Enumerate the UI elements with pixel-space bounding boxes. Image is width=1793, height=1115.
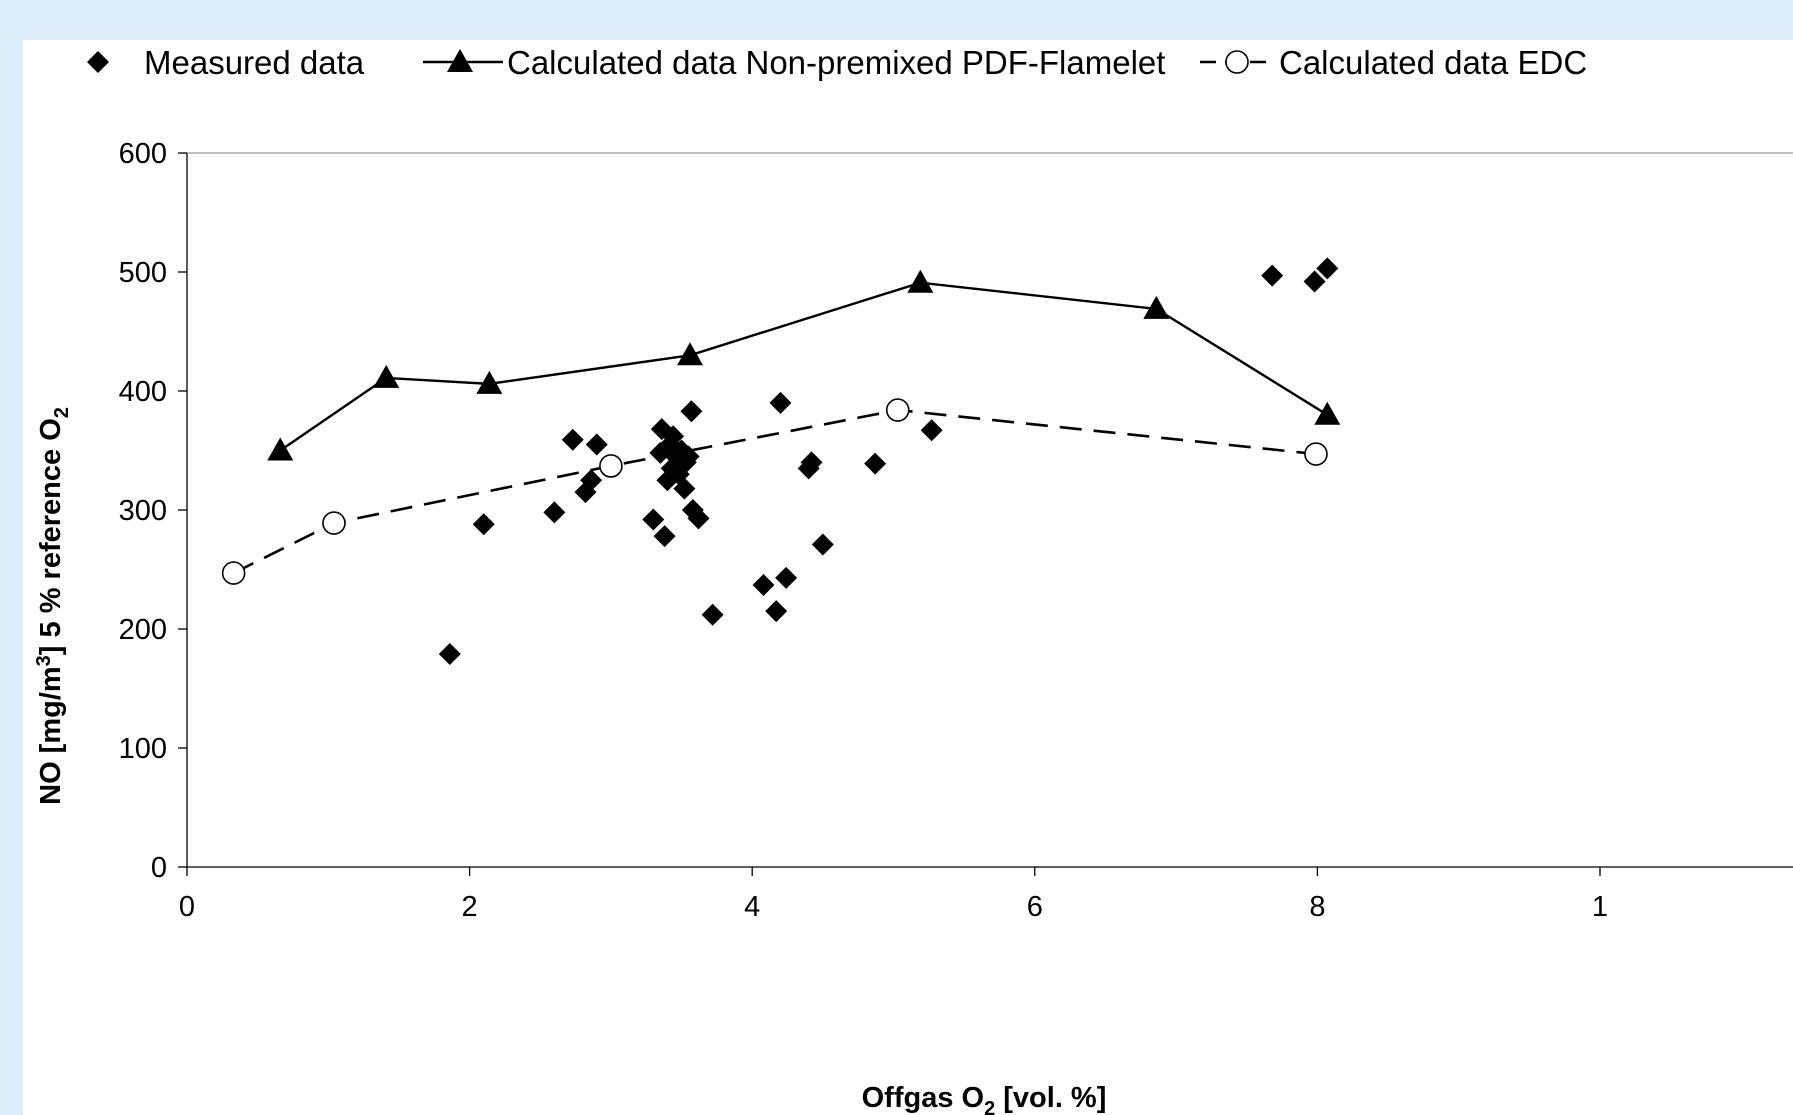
diamond-point: [585, 433, 608, 456]
triangle-point: [1143, 295, 1170, 319]
x-tick-label: 0: [179, 891, 195, 923]
diamond-point: [811, 533, 834, 556]
diamond-point: [561, 428, 584, 451]
diamond-point: [653, 525, 676, 548]
series-1: [438, 257, 1339, 665]
x-tick-label: 4: [744, 891, 760, 923]
diamond-point: [864, 452, 887, 475]
axes: 0 100 200 300 400 500 600 0 2 4 6 8 1: [119, 138, 1793, 923]
y-tick-label: 200: [119, 614, 167, 646]
series-line: [279, 281, 1328, 452]
y-tick-label: 400: [119, 376, 167, 408]
diamond-point: [920, 419, 943, 442]
diamond-point: [800, 451, 823, 474]
triangle-point: [907, 269, 934, 293]
legend-label: Measured data: [144, 44, 365, 81]
series-line: [233, 408, 1317, 575]
legend-label: Calculated data Non-premixed PDF-Flamele…: [507, 44, 1165, 81]
diamond-point: [680, 400, 703, 423]
chart-panel: Measured data Calculated data Non-premixe…: [23, 40, 1793, 1115]
diamond-point: [438, 642, 461, 665]
diamond-point: [580, 469, 603, 492]
triangle-point: [267, 437, 294, 461]
diamond-point: [662, 425, 685, 448]
diamond-point: [642, 508, 665, 531]
diamond-point: [765, 600, 788, 623]
x-tick-label: 6: [1027, 891, 1043, 923]
x-tick-label: 8: [1309, 891, 1325, 923]
triangle-point: [476, 370, 503, 394]
diamond-point: [752, 573, 775, 596]
legend-label: Calculated data EDC: [1279, 44, 1587, 81]
diamond-point: [769, 391, 792, 414]
x-axis-title: Offgas O2 [vol. %]: [862, 1082, 1107, 1115]
x-tick-label: 1: [1592, 891, 1608, 923]
series-3: [221, 398, 1328, 585]
legend-item-3: Calculated data EDC: [1200, 44, 1587, 81]
diamond-point: [1303, 270, 1326, 293]
y-tick-label: 0: [151, 852, 167, 884]
y-tick-label: 500: [119, 257, 167, 289]
circle-open-point: [322, 511, 346, 535]
diamond-point: [673, 477, 696, 500]
diamond-point: [1261, 264, 1284, 287]
diamond-point: [775, 566, 798, 589]
legend-triangle-marker: [447, 49, 473, 72]
y-tick-label: 100: [119, 733, 167, 765]
scatter-chart: Measured data Calculated data Non-premixe…: [33, 44, 1793, 1115]
circle-open-point: [221, 561, 246, 585]
y-axis-title: NO [mg/m3] 5 % reference O2: [33, 407, 73, 805]
legend-item-1: Measured data: [87, 44, 365, 81]
triangle-point: [373, 364, 400, 388]
circle-open-point: [599, 454, 623, 478]
x-tick-label: 2: [462, 891, 478, 923]
legend: Measured data Calculated data Non-premixe…: [87, 44, 1587, 81]
legend-circle-open-marker: [1225, 50, 1249, 74]
legend-item-2: Calculated data Non-premixed PDF-Flamele…: [423, 44, 1165, 81]
diamond-point: [1316, 257, 1339, 280]
chart-marks: [221, 257, 1341, 665]
series-2: [267, 269, 1341, 461]
y-tick-label: 300: [119, 495, 167, 527]
diamond-point: [543, 501, 566, 524]
triangle-point: [1314, 401, 1341, 425]
legend-diamond-marker: [87, 51, 109, 73]
diamond-point: [701, 603, 724, 626]
diamond-point: [472, 513, 495, 536]
circle-open-point: [1304, 442, 1328, 466]
triangle-point: [677, 342, 704, 366]
y-tick-label: 600: [119, 138, 167, 170]
circle-open-point: [885, 398, 910, 422]
